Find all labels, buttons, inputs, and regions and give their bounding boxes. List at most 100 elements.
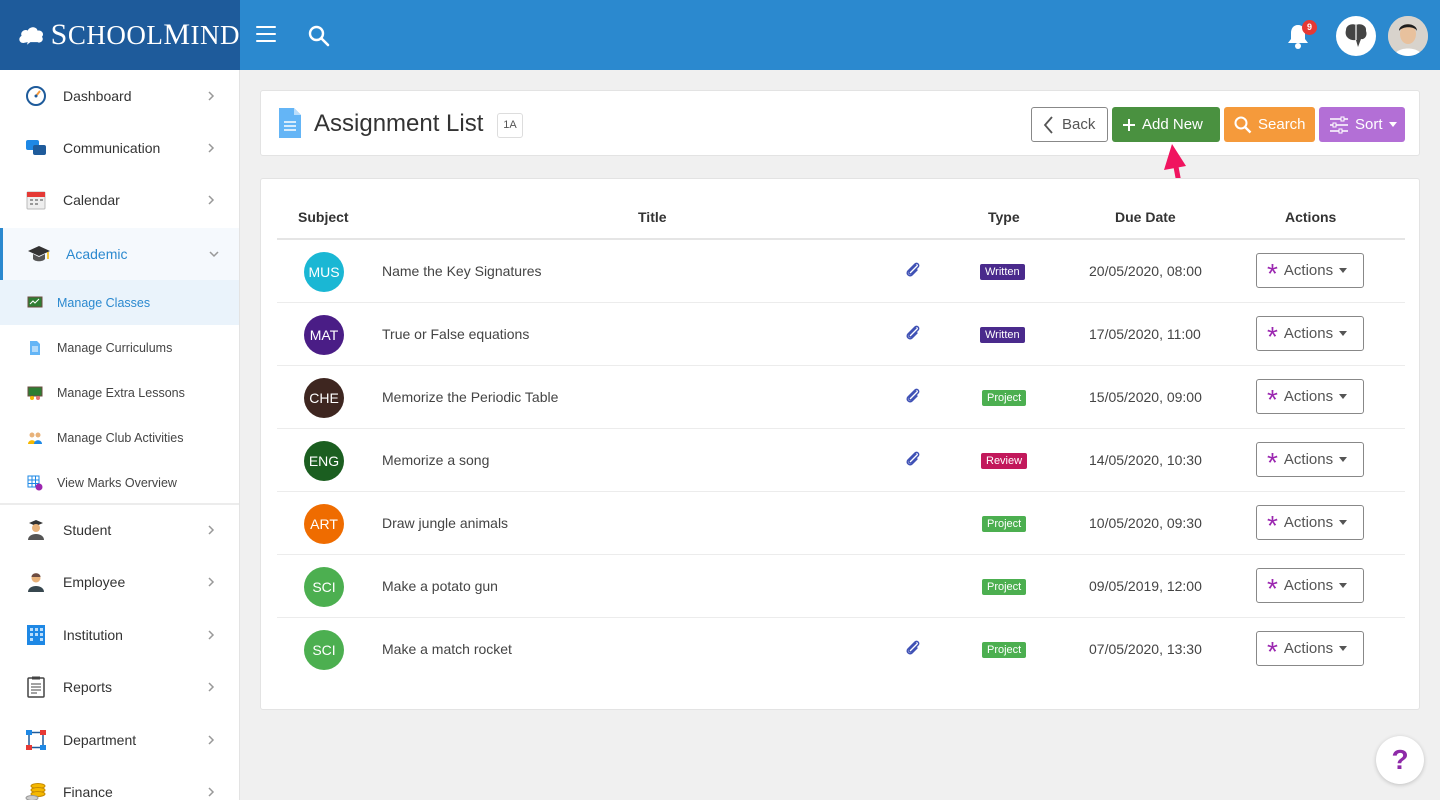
- table-row[interactable]: SCI Make a match rocket Project 07/05/20…: [277, 618, 1405, 681]
- asterisk-icon: *: [1267, 446, 1278, 478]
- column-header-title[interactable]: Title: [638, 209, 667, 225]
- paperclip-icon[interactable]: [904, 387, 922, 405]
- sidebar-item-calendar[interactable]: Calendar: [0, 174, 239, 226]
- search-button[interactable]: Search: [1224, 107, 1315, 142]
- sidebar-item-dashboard[interactable]: Dashboard: [0, 70, 239, 122]
- asterisk-icon: *: [1267, 635, 1278, 667]
- assignment-title[interactable]: Make a match rocket: [382, 641, 512, 657]
- caret-down-icon: [1339, 394, 1348, 399]
- actions-button-label: Actions: [1283, 514, 1334, 531]
- sidebar-subitem-view-marks-overview[interactable]: View Marks Overview: [0, 460, 239, 505]
- add-new-button-label: Add New: [1142, 116, 1203, 133]
- asterisk-icon: *: [1267, 320, 1278, 352]
- plus-icon: [1123, 118, 1135, 131]
- actions-button-label: Actions: [1283, 388, 1334, 405]
- brand-logo[interactable]: SCHOOLMIND: [0, 0, 240, 70]
- sidebar-subitem-manage-classes[interactable]: Manage Classes: [0, 280, 239, 325]
- sidebar-subitem-manage-club-activities[interactable]: Manage Club Activities: [0, 415, 239, 460]
- chevron-right-icon: [208, 577, 215, 587]
- sidebar-item-finance[interactable]: Finance: [0, 766, 239, 800]
- sidebar-subitem-manage-curriculums[interactable]: Manage Curriculums: [0, 325, 239, 370]
- class-badge: 1A: [497, 113, 523, 138]
- assignment-title[interactable]: Name the Key Signatures: [382, 263, 542, 279]
- actions-dropdown-button[interactable]: * Actions: [1256, 505, 1364, 540]
- table-row[interactable]: ENG Memorize a song Review 14/05/2020, 1…: [277, 429, 1405, 492]
- actions-dropdown-button[interactable]: * Actions: [1256, 442, 1364, 477]
- table-row[interactable]: SCI Make a potato gun Project 09/05/2019…: [277, 555, 1405, 618]
- actions-dropdown-button[interactable]: * Actions: [1256, 253, 1364, 288]
- asterisk-icon: *: [1267, 509, 1278, 541]
- sidebar-item-academic[interactable]: Academic: [0, 228, 239, 280]
- table-row[interactable]: ART Draw jungle animals Project 10/05/20…: [277, 492, 1405, 555]
- type-badge: Written: [980, 327, 1025, 343]
- paperclip-icon[interactable]: [904, 450, 922, 468]
- sidebar-item-institution[interactable]: Institution: [0, 609, 239, 661]
- back-button[interactable]: Back: [1031, 107, 1108, 142]
- sidebar-item-label: Institution: [63, 627, 123, 643]
- paperclip-icon[interactable]: [904, 324, 922, 342]
- user-avatar[interactable]: [1388, 16, 1428, 56]
- add-new-button[interactable]: Add New: [1112, 107, 1220, 142]
- school-avatar[interactable]: [1336, 16, 1376, 56]
- chat-icon: [26, 140, 46, 155]
- actions-dropdown-button[interactable]: * Actions: [1256, 379, 1364, 414]
- menu-toggle-icon[interactable]: [256, 26, 276, 44]
- graduation-cap-icon: [28, 246, 50, 262]
- column-header-due-date[interactable]: Due Date: [1115, 209, 1176, 225]
- building-icon: [27, 625, 45, 645]
- help-button[interactable]: ?: [1376, 736, 1424, 784]
- search-icon: [1234, 116, 1252, 133]
- sidebar-item-student[interactable]: Student: [0, 504, 239, 556]
- type-badge: Project: [982, 579, 1027, 595]
- sort-button[interactable]: Sort: [1319, 107, 1405, 142]
- chevron-right-icon: [208, 525, 215, 535]
- chevron-right-icon: [208, 787, 215, 797]
- column-header-subject[interactable]: Subject: [298, 209, 349, 225]
- actions-button-label: Actions: [1283, 325, 1334, 342]
- assignment-title[interactable]: Memorize the Periodic Table: [382, 389, 559, 405]
- actions-dropdown-button[interactable]: * Actions: [1256, 631, 1364, 666]
- table-row[interactable]: MAT True or False equations Written 17/0…: [277, 303, 1405, 366]
- subject-avatar: CHE: [304, 378, 344, 418]
- sidebar-subitem-manage-extra-lessons[interactable]: Manage Extra Lessons: [0, 370, 239, 415]
- paperclip-icon[interactable]: [904, 261, 922, 279]
- sidebar-item-employee[interactable]: Employee: [0, 556, 239, 608]
- sidebar-item-communication[interactable]: Communication: [0, 122, 239, 174]
- asterisk-icon: *: [1267, 257, 1278, 289]
- actions-button-label: Actions: [1283, 640, 1334, 657]
- brand-name: SCHOOLMIND: [50, 18, 240, 51]
- sidebar-subitem-label: Manage Extra Lessons: [57, 385, 185, 400]
- search-button-label: Search: [1258, 116, 1306, 133]
- table-row[interactable]: MUS Name the Key Signatures Written 20/0…: [277, 240, 1405, 303]
- caret-down-icon: [1339, 520, 1348, 525]
- due-date: 15/05/2020, 09:00: [1089, 389, 1202, 405]
- sidebar-item-reports[interactable]: Reports: [0, 661, 239, 713]
- caret-down-icon: [1339, 457, 1348, 462]
- type-badge: Project: [982, 516, 1027, 532]
- assignment-title[interactable]: Draw jungle animals: [382, 515, 509, 531]
- lesson-board-icon: [27, 386, 43, 400]
- actions-dropdown-button[interactable]: * Actions: [1256, 568, 1364, 603]
- chevron-right-icon: [208, 195, 215, 205]
- search-icon[interactable]: [308, 25, 330, 47]
- subject-avatar: MAT: [304, 315, 344, 355]
- column-header-type[interactable]: Type: [988, 209, 1020, 225]
- table-row[interactable]: CHE Memorize the Periodic Table Project …: [277, 366, 1405, 429]
- sort-button-label: Sort: [1355, 116, 1383, 133]
- asterisk-icon: *: [1267, 383, 1278, 415]
- sidebar-item-department[interactable]: Department: [0, 714, 239, 766]
- sidebar-item-label: Finance: [63, 784, 113, 800]
- employee-icon: [28, 573, 44, 592]
- subject-avatar: ART: [304, 504, 344, 544]
- grid-icon: [27, 475, 43, 490]
- sidebar-subitem-label: Manage Club Activities: [57, 430, 184, 445]
- group-icon: [28, 432, 42, 444]
- actions-button-label: Actions: [1283, 451, 1334, 468]
- assignment-title[interactable]: Memorize a song: [382, 452, 490, 468]
- assignment-title[interactable]: True or False equations: [382, 326, 530, 342]
- user-photo-icon: [1388, 16, 1428, 56]
- actions-dropdown-button[interactable]: * Actions: [1256, 316, 1364, 351]
- header-divider: [277, 238, 1405, 240]
- paperclip-icon[interactable]: [904, 639, 922, 657]
- assignment-title[interactable]: Make a potato gun: [382, 578, 498, 594]
